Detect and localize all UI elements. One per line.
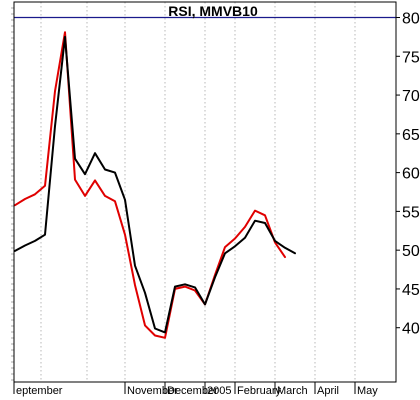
x-tick-label: 2005 xyxy=(207,385,231,397)
y-tick-label: 70 xyxy=(402,88,420,105)
grid xyxy=(40,2,356,382)
x-tick-label: April xyxy=(317,385,339,397)
series-line-red xyxy=(14,31,286,339)
y-tick-label: 55 xyxy=(402,204,420,221)
x-tick-label: May xyxy=(357,385,378,397)
x-tick-label: March xyxy=(277,385,308,397)
y-tick-label: 65 xyxy=(402,127,420,144)
y-tick-label: 75 xyxy=(402,49,420,66)
y-tick-label: 45 xyxy=(402,282,420,299)
series-line-black xyxy=(14,35,296,334)
plot-frame xyxy=(13,1,397,383)
y-axis-ticks: 40 45 50 55 60 65 70 75 80 xyxy=(396,11,420,338)
y-tick-label: 60 xyxy=(402,166,420,183)
chart-title: RSI, MMVB10 xyxy=(168,3,258,19)
x-tick-label: February xyxy=(237,385,282,397)
y-tick-label: 40 xyxy=(402,321,420,338)
y-tick-label: 80 xyxy=(402,11,420,28)
x-tick-label: eptember xyxy=(16,385,63,397)
y-tick-label: 50 xyxy=(402,243,420,260)
series-layer xyxy=(14,31,296,339)
